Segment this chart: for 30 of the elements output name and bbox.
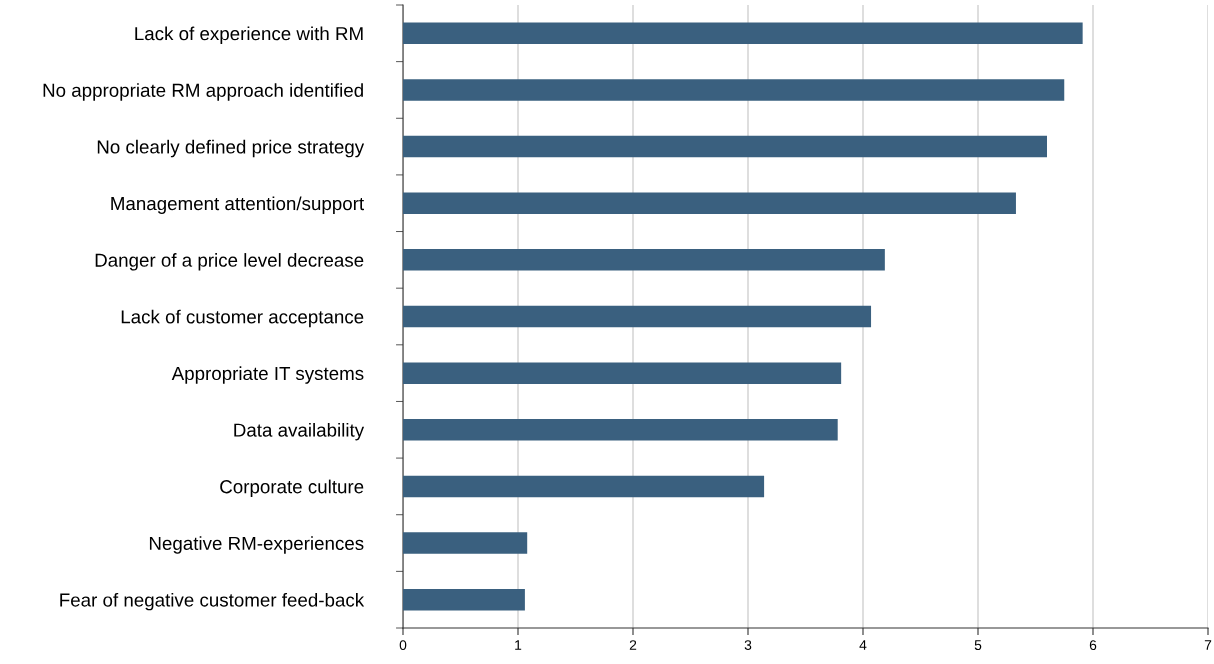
y-tick-label: Danger of a price level decrease [95,253,364,271]
bar [403,305,872,328]
y-tick-label: No appropriate RM approach identified [43,83,363,101]
y-tick-label: Appropriate IT systems [171,366,364,384]
y-tick-label: Data availability [234,422,365,441]
y-tick-label: Lack of experience with RM [135,26,363,44]
y-tick-label: Lack of customer acceptance [121,309,364,328]
bar [403,249,885,271]
y-tick-label: Corporate culture [220,479,364,498]
y-tick-label: No clearly defined price strategy [97,139,365,158]
x-tick-label: 2 [629,640,637,650]
x-tick-label: 0 [399,640,407,651]
x-tick-label: 6 [1089,640,1097,651]
y-tick-label: Negative RM-experiences [149,536,364,554]
y-tick-label: Management attention/support [111,196,364,214]
bar [403,362,842,384]
x-tick-label: 1 [515,640,522,650]
x-tick-label: 7 [1204,640,1212,650]
bar [403,475,765,498]
x-tick-label: 4 [859,640,867,650]
x-tick-label: 3 [744,640,752,651]
bar [403,135,1047,158]
bar [403,419,838,441]
bar [403,79,1065,101]
bar [403,22,1083,45]
bar [403,532,528,554]
y-tick-label: Fear of negative customer feed-back [60,592,365,611]
x-tick-label: 5 [974,640,982,651]
bar [403,588,525,611]
bar [403,192,1016,214]
